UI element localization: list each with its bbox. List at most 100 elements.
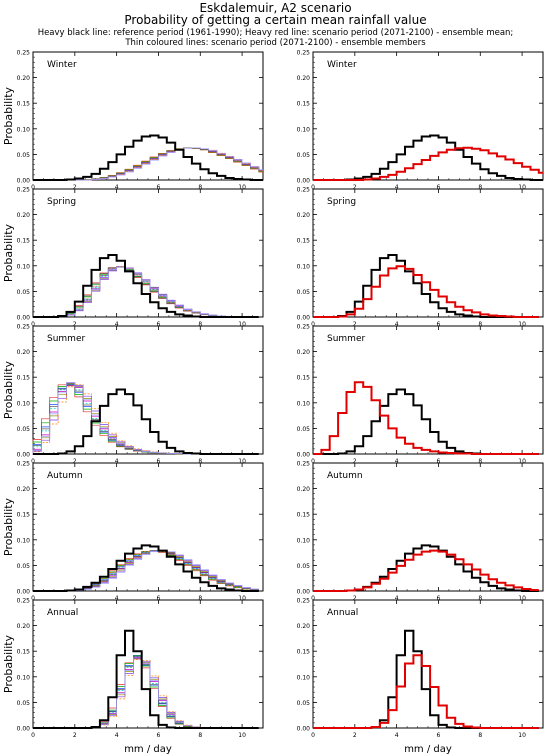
y-tick-label: 0.00	[17, 178, 31, 185]
ensemble-member-line	[33, 265, 259, 318]
reference-period-line	[33, 254, 259, 318]
panel-autumn-left: 0.000.050.100.150.200.250 2 4 6 8 10AutumnPro…	[2, 461, 264, 602]
plot-frame	[32, 462, 264, 592]
season-label: Annual	[327, 608, 358, 618]
reference-period-line	[33, 544, 259, 592]
x-tick-label: 0	[31, 732, 35, 739]
x-axis-label: mm / day	[404, 744, 452, 755]
x-tick-label: 6	[157, 321, 161, 328]
ensemble-member-line	[33, 656, 259, 729]
y-tick-label: 0.00	[17, 726, 31, 733]
ensemble-member-line	[33, 657, 259, 729]
ensemble-member-line	[33, 266, 259, 318]
x-tick-label: 8	[478, 184, 482, 191]
season-label: Summer	[47, 334, 85, 344]
x-tick-label: 4	[395, 184, 399, 191]
reference-period-line	[33, 629, 259, 729]
y-axis-label: Probability	[2, 634, 15, 693]
y-tick-label: 0.15	[17, 238, 31, 245]
x-tick-label: 8	[478, 458, 482, 465]
y-tick-label: 0.10	[17, 674, 31, 681]
season-label: Winter	[327, 60, 357, 70]
y-tick-label: 0.10	[297, 126, 311, 133]
y-tick-label: 0.10	[297, 674, 311, 681]
ensemble-member-line	[33, 550, 259, 592]
panel-annual-left: 0.000.050.100.150.200.250 2 4 6 8 10AnnualPro…	[2, 598, 264, 739]
x-tick-label: 8	[198, 184, 202, 191]
y-tick-label: 0.15	[297, 649, 311, 656]
x-tick-label: 6	[157, 595, 161, 602]
x-tick-label: 2	[353, 184, 357, 191]
x-tick-label: 0	[31, 184, 35, 191]
panel-summer-left: 0.000.050.100.150.200.250 2 4 6 8 10SummerPro…	[2, 324, 264, 465]
ensemble-member-line	[33, 550, 259, 592]
ensemble-member-line	[33, 654, 259, 729]
reference-period-line	[313, 134, 543, 181]
x-tick-label: 4	[115, 732, 119, 739]
y-tick-label: 0.00	[297, 589, 311, 596]
chart-title: Eskdalemuir, A2 scenario	[199, 1, 352, 15]
ensemble-member-line	[33, 658, 259, 729]
x-tick-label: 0	[311, 184, 315, 191]
legend-note-line1: Heavy black line: reference period (1961…	[37, 28, 514, 38]
y-tick-label: 0.20	[17, 486, 31, 493]
y-tick-label: 0.05	[297, 289, 311, 296]
x-tick-label: 8	[478, 321, 482, 328]
reference-period-line	[33, 134, 263, 181]
x-tick-label: 6	[157, 732, 161, 739]
x-tick-label: 4	[115, 321, 119, 328]
y-axis-label: Probability	[2, 86, 15, 145]
ensemble-member-line	[33, 266, 259, 318]
season-label: Annual	[47, 608, 78, 618]
x-tick-label: 0	[311, 595, 315, 602]
y-tick-label: 0.20	[17, 212, 31, 219]
x-tick-label: 4	[395, 732, 399, 739]
reference-period-line	[33, 388, 259, 455]
scenario-mean-line	[313, 381, 539, 455]
x-tick-label: 2	[73, 184, 77, 191]
scenario-mean-line	[313, 265, 539, 318]
x-tick-label: 8	[198, 321, 202, 328]
y-tick-label: 0.25	[297, 461, 311, 468]
plot-frame	[312, 599, 544, 729]
x-tick-label: 2	[73, 458, 77, 465]
y-tick-label: 0.20	[297, 212, 311, 219]
x-tick-label: 4	[115, 458, 119, 465]
x-tick-label: 10	[238, 732, 246, 739]
x-tick-label: 2	[73, 595, 77, 602]
ensemble-member-line	[33, 266, 259, 318]
season-label: Autumn	[47, 471, 83, 481]
y-tick-label: 0.15	[17, 101, 31, 108]
x-axis-label: mm / day	[124, 744, 172, 755]
x-tick-label: 6	[437, 732, 441, 739]
y-tick-label: 0.05	[17, 426, 31, 433]
y-tick-label: 0.05	[297, 700, 311, 707]
x-tick-label: 0	[31, 458, 35, 465]
y-tick-label: 0.25	[17, 598, 31, 605]
ensemble-member-line	[33, 550, 259, 592]
x-tick-label: 0	[311, 458, 315, 465]
y-tick-label: 0.05	[17, 152, 31, 159]
x-tick-label: 10	[518, 321, 526, 328]
ensemble-member-line	[33, 550, 259, 592]
x-tick-label: 10	[238, 184, 246, 191]
season-label: Winter	[47, 60, 77, 70]
x-tick-label: 10	[238, 595, 246, 602]
season-label: Spring	[327, 197, 356, 207]
legend-note-line2: Thin coloured lines: scenario period (20…	[125, 38, 426, 48]
x-tick-label: 6	[437, 321, 441, 328]
y-tick-label: 0.20	[297, 623, 311, 630]
y-tick-label: 0.15	[17, 375, 31, 382]
ensemble-member-line	[33, 550, 259, 592]
ensemble-member-line	[33, 657, 259, 729]
plot-frame	[312, 188, 544, 318]
y-tick-label: 0.05	[297, 426, 311, 433]
ensemble-member-line	[33, 266, 259, 318]
ensemble-member-line	[33, 656, 259, 729]
x-tick-label: 6	[437, 458, 441, 465]
y-axis-label: Probability	[2, 497, 15, 556]
y-tick-label: 0.20	[17, 349, 31, 356]
y-tick-label: 0.20	[297, 349, 311, 356]
